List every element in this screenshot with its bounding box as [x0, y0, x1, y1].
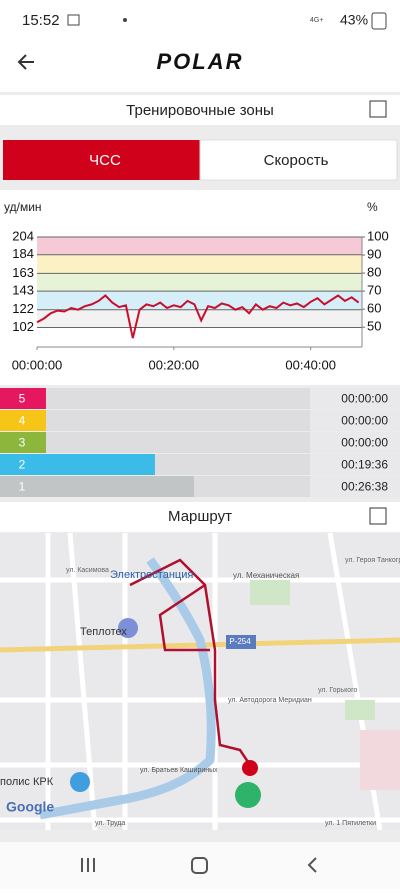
- area: [360, 730, 400, 790]
- tab-active[interactable]: [3, 140, 200, 180]
- route-badge: [226, 635, 256, 649]
- zone-color: [0, 432, 46, 453]
- y2-tick-label: 50: [367, 319, 381, 334]
- map-label: Р-254: [229, 637, 251, 646]
- clock: 15:52: [22, 12, 60, 29]
- zone-band: [37, 237, 362, 255]
- x-tick-label: 00:20:00: [149, 357, 200, 372]
- bar-track: [46, 432, 310, 453]
- zone-label: 1: [19, 480, 26, 494]
- bar-track: [46, 388, 310, 409]
- map-label: Теплотех: [80, 626, 127, 638]
- zone-time: 00:00:00: [341, 414, 388, 428]
- icon: [123, 18, 127, 22]
- y2-axis-label: %: [367, 200, 378, 214]
- hr-line: [36, 294, 360, 339]
- bar: [46, 454, 155, 475]
- map-label: ул. Труда: [95, 820, 125, 827]
- tab[interactable]: [199, 139, 398, 181]
- x-tick-label: 00:00:00: [12, 357, 63, 372]
- zone-label: 5: [19, 392, 26, 406]
- battery: 43%: [340, 12, 368, 28]
- zone-time: 00:00:00: [341, 392, 388, 406]
- map-label: ул. Автодорога Меридиан: [228, 697, 312, 704]
- section-title: Маршрут: [168, 508, 232, 525]
- map-label: ул. Горького: [318, 687, 358, 694]
- zone-color: [0, 454, 46, 475]
- y-tick-label: 122: [12, 301, 34, 316]
- zone-time: 00:26:38: [341, 480, 388, 494]
- y-tick-label: 184: [12, 246, 34, 261]
- zone-band: [37, 273, 362, 292]
- logo: POLAR: [157, 49, 244, 74]
- y-tick-label: 102: [12, 319, 34, 334]
- zone-color: [0, 388, 46, 409]
- time-cell: [310, 476, 400, 497]
- map-label: ул. Механическая: [233, 571, 299, 580]
- park: [345, 700, 375, 720]
- section-bar: [0, 502, 400, 532]
- y2-tick-label: 70: [367, 283, 381, 298]
- map-label: ул. Касимова: [66, 567, 109, 574]
- map-label: полис КРК: [0, 776, 54, 788]
- y2-tick-label: 100: [367, 228, 389, 243]
- recent-button[interactable]: [81, 858, 95, 872]
- map-label: Электростанция: [110, 569, 193, 581]
- y-tick-label: 163: [12, 265, 34, 280]
- y2-tick-label: 60: [367, 301, 381, 316]
- time-cell: [310, 388, 400, 409]
- y2-tick-label: 90: [367, 246, 381, 261]
- section-title: Тренировочные зоны: [126, 102, 274, 119]
- zone-color: [0, 410, 46, 431]
- map-label: ул. Братьев Кашириных: [140, 767, 218, 774]
- zone-time: 00:19:36: [341, 458, 388, 472]
- map-attribution: Google: [6, 799, 54, 815]
- zone-label: 2: [19, 458, 26, 472]
- bar: [46, 476, 195, 497]
- map-label: ул. Героя Танкограда: [345, 557, 400, 564]
- y-axis-label: уд/мин: [4, 200, 42, 214]
- x-tick-label: 00:40:00: [285, 357, 336, 372]
- time-cell: [310, 454, 400, 475]
- zone-time: 00:00:00: [341, 436, 388, 450]
- share-icon[interactable]: [369, 100, 387, 118]
- y2-tick-label: 80: [367, 265, 381, 280]
- route-line: [129, 558, 252, 766]
- time-cell: [310, 410, 400, 431]
- zone-band: [37, 254, 362, 274]
- bar-track: [46, 410, 310, 431]
- time-cell: [310, 432, 400, 453]
- section-bar: [0, 95, 400, 125]
- tab-label: ЧСС: [89, 152, 121, 169]
- top-area: [0, 0, 400, 92]
- back-button[interactable]: [17, 54, 34, 70]
- map[interactable]: [0, 532, 400, 831]
- poi: [70, 772, 90, 792]
- river: [39, 557, 216, 820]
- y-tick-label: 204: [12, 228, 34, 243]
- network: 4G+: [310, 17, 323, 24]
- back-nav-button[interactable]: [307, 857, 317, 873]
- battery-icon: [371, 12, 387, 30]
- zone-label: 3: [19, 436, 26, 450]
- icon: [67, 14, 80, 26]
- tab-label: Скорость: [264, 152, 329, 169]
- end-marker: [235, 782, 261, 808]
- poi: [118, 618, 138, 638]
- start-marker: [242, 760, 258, 776]
- nav-bar: [0, 842, 400, 889]
- zone-color: [0, 476, 46, 497]
- park: [250, 580, 290, 605]
- zone-label: 4: [19, 414, 26, 428]
- map-label: ул. 1 Пятилетки: [325, 820, 376, 827]
- home-button[interactable]: [191, 857, 208, 874]
- y-tick-label: 143: [12, 283, 34, 298]
- share-icon[interactable]: [369, 507, 387, 525]
